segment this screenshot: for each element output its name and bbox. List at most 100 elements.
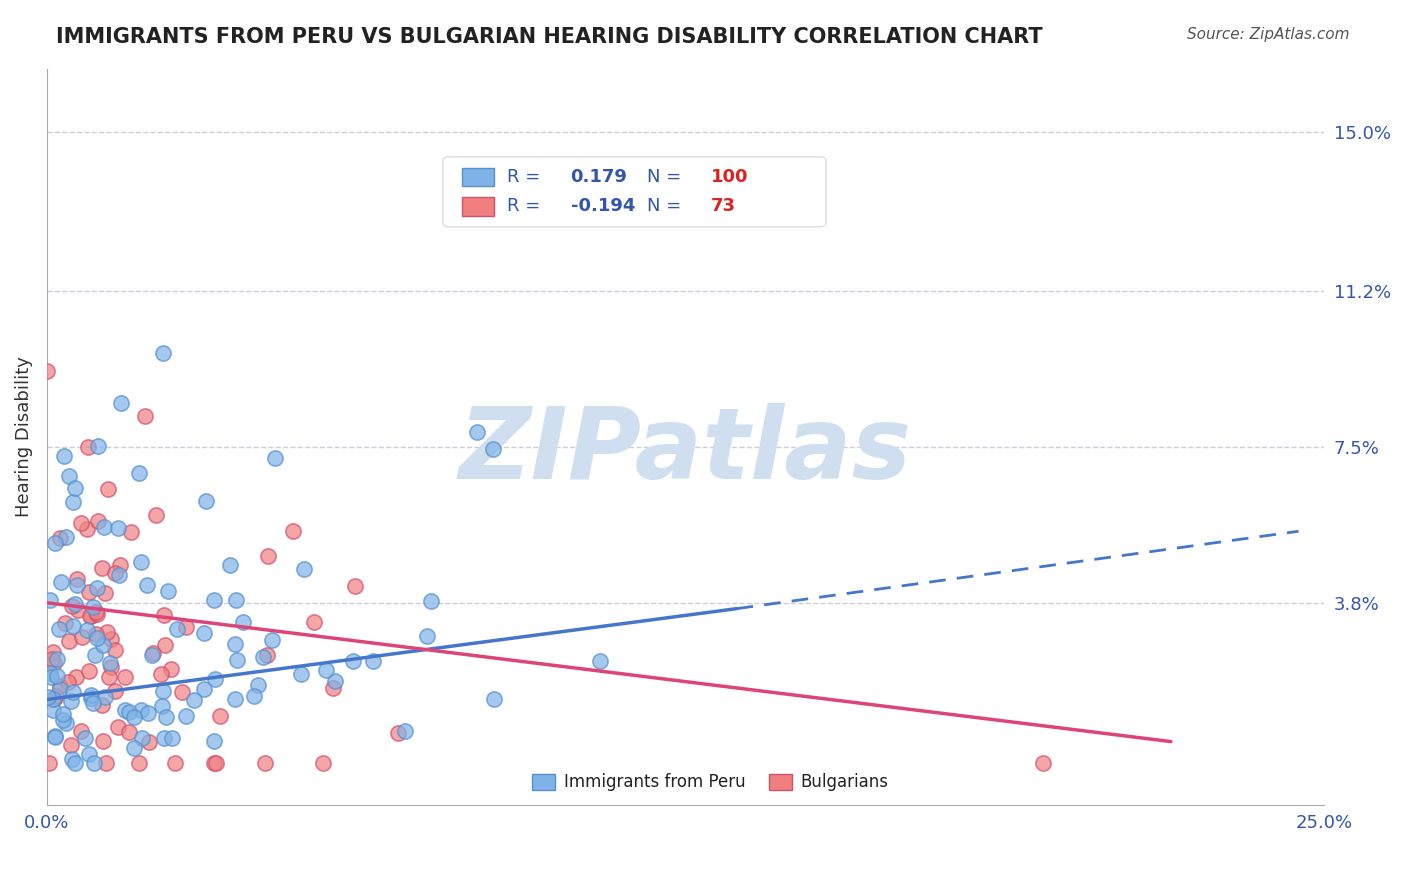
Point (44, 731, 66, 745)
Point (39, 593, 62, 607)
Point (262, 632, 284, 647)
Point (134, 409, 156, 424)
Point (153, 638, 176, 652)
Point (114, 703, 136, 717)
Point (52, 449, 75, 463)
Point (100, 660, 122, 674)
Point (62, 685, 84, 699)
Point (174, 620, 197, 634)
Point (394, 723, 416, 738)
Point (205, 756, 228, 770)
Point (131, 731, 153, 745)
Point (387, 725, 409, 739)
Text: -0.194: -0.194 (571, 197, 636, 215)
Point (290, 666, 312, 681)
Point (55, 530, 77, 544)
Point (193, 681, 215, 696)
Point (149, 667, 172, 681)
Text: 73: 73 (711, 197, 737, 215)
Point (63, 756, 86, 770)
Text: Immigrants from Peru: Immigrants from Peru (564, 772, 745, 791)
Point (84, 627, 107, 641)
Point (80, 688, 103, 702)
Text: Bulgarians: Bulgarians (800, 772, 889, 791)
Text: R =: R = (506, 197, 546, 215)
Point (225, 593, 247, 607)
Point (150, 698, 173, 713)
Point (49, 679, 72, 693)
Point (152, 346, 174, 360)
Point (160, 662, 183, 676)
Point (623, 187, 645, 202)
Point (155, 710, 177, 724)
Point (82, 600, 104, 615)
Point (52, 707, 75, 722)
Point (204, 672, 226, 686)
Point (53, 616, 76, 631)
Point (65, 572, 87, 586)
Text: N =: N = (647, 197, 688, 215)
Point (83, 756, 105, 770)
Point (467, 425, 489, 439)
Point (44, 656, 66, 670)
Point (79, 609, 101, 624)
Point (45, 689, 67, 703)
Point (202, 734, 225, 748)
Point (77, 584, 100, 599)
Point (35, 363, 58, 377)
Point (107, 521, 129, 535)
Point (281, 524, 304, 539)
Point (44, 729, 66, 743)
Point (156, 583, 179, 598)
Text: Source: ZipAtlas.com: Source: ZipAtlas.com (1187, 27, 1350, 42)
Point (94, 756, 117, 770)
Point (59, 739, 82, 753)
Point (86, 607, 108, 621)
Point (163, 756, 186, 770)
Point (104, 566, 127, 581)
Text: R =: R = (506, 168, 546, 186)
Point (70, 630, 93, 644)
Point (135, 578, 157, 592)
Point (243, 689, 266, 703)
Point (38, 666, 60, 681)
FancyBboxPatch shape (443, 157, 825, 227)
Point (145, 508, 167, 522)
Bar (463, 168, 494, 186)
Point (44, 535, 66, 549)
Point (129, 703, 152, 717)
Point (48, 622, 70, 636)
Point (128, 466, 150, 480)
Point (62, 619, 84, 633)
Point (183, 693, 205, 707)
Point (482, 442, 505, 456)
Point (484, 692, 506, 706)
Point (56, 675, 79, 690)
Point (45, 669, 67, 683)
Point (87, 438, 110, 452)
Point (589, 654, 612, 668)
Point (59, 694, 82, 708)
Point (86, 632, 108, 646)
Point (76, 624, 98, 638)
Point (153, 731, 176, 745)
Point (100, 632, 122, 646)
Point (1032, 756, 1054, 770)
Point (75, 731, 97, 746)
Point (84, 605, 107, 619)
Point (42, 702, 65, 716)
Text: 0.179: 0.179 (571, 168, 627, 186)
Point (51, 574, 73, 589)
Point (218, 558, 240, 573)
Point (202, 756, 225, 770)
Point (415, 629, 437, 643)
Point (63, 481, 86, 495)
Point (67, 603, 90, 617)
Point (86, 581, 108, 595)
Point (76, 523, 98, 537)
Point (166, 622, 188, 636)
Point (311, 756, 333, 770)
Point (55, 716, 77, 731)
Y-axis label: Hearing Disability: Hearing Disability (15, 356, 32, 517)
Point (42, 692, 65, 706)
